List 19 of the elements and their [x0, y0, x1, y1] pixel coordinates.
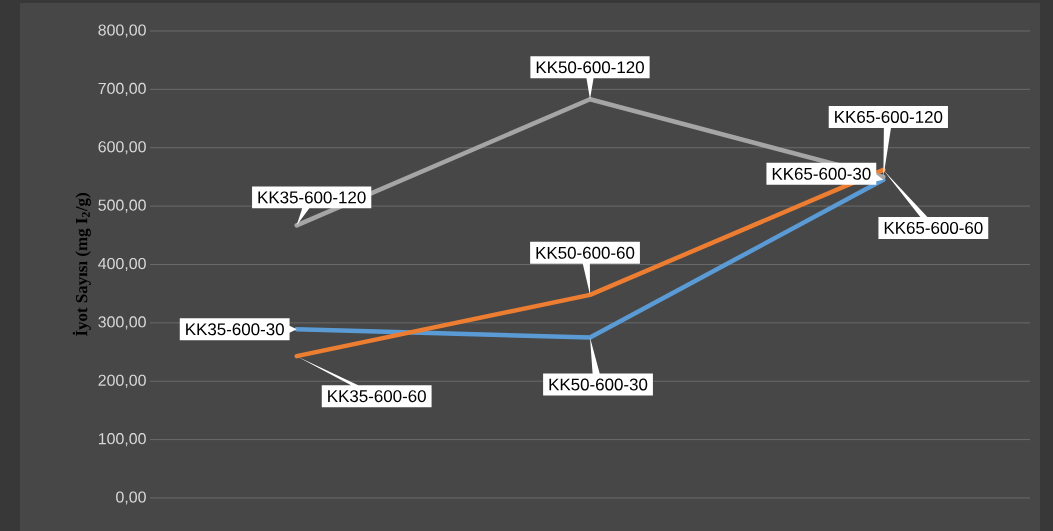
y-tick-label: 400,00 [98, 257, 146, 272]
data-label: KK50-600-60 [536, 246, 635, 259]
data-label: KK50-600-30 [549, 378, 648, 391]
y-axis-title: İyot Sayısı (mg I$_{2}$/g) [72, 193, 91, 337]
y-tick-label: 200,00 [98, 374, 146, 388]
data-label: KK35-600-60 [328, 390, 426, 403]
y-tick-label: 800,00 [98, 24, 146, 38]
data-label: KK65-600-30 [772, 167, 871, 180]
data-label: KK65-600-60 [884, 221, 983, 234]
data-label: KK65-600-120 [835, 110, 943, 123]
y-tick-label: 0,00 [116, 491, 146, 505]
data-label: KK35-600-120 [258, 191, 366, 204]
y-tick-label: 300,00 [98, 316, 146, 330]
y-tick-label: 600,00 [98, 141, 146, 155]
y-tick-label: 500,00 [98, 199, 146, 213]
data-label: KK35-600-30 [186, 323, 284, 336]
y-tick-label: 700,00 [98, 82, 146, 96]
data-label: KK50-600-120 [536, 61, 644, 74]
y-tick-label: 100,00 [98, 433, 146, 447]
